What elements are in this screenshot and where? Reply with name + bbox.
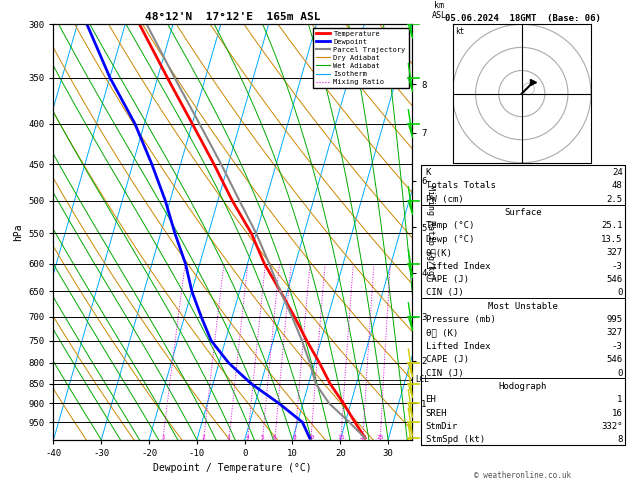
Text: 8: 8 <box>617 435 623 444</box>
Text: -3: -3 <box>612 342 623 351</box>
Text: 6: 6 <box>273 435 277 440</box>
Text: 546: 546 <box>606 355 623 364</box>
Legend: Temperature, Dewpoint, Parcel Trajectory, Dry Adiabat, Wet Adiabat, Isotherm, Mi: Temperature, Dewpoint, Parcel Trajectory… <box>313 28 408 88</box>
Text: EH: EH <box>425 395 437 404</box>
Text: © weatheronline.co.uk: © weatheronline.co.uk <box>474 471 572 480</box>
Text: 13.5: 13.5 <box>601 235 623 244</box>
Text: 25.1: 25.1 <box>601 222 623 230</box>
Text: 995: 995 <box>606 315 623 324</box>
Text: 10: 10 <box>307 435 314 440</box>
Y-axis label: Mixing Ratio (g/kg): Mixing Ratio (g/kg) <box>426 185 435 279</box>
Text: Pressure (mb): Pressure (mb) <box>425 315 496 324</box>
Y-axis label: hPa: hPa <box>13 223 23 241</box>
Text: 327: 327 <box>606 329 623 337</box>
Text: km
ASL: km ASL <box>431 1 447 20</box>
Text: 25: 25 <box>377 435 384 440</box>
Text: 327: 327 <box>606 248 623 257</box>
Text: 20: 20 <box>359 435 367 440</box>
Text: θᴇ(K): θᴇ(K) <box>425 248 452 257</box>
Text: 2.5: 2.5 <box>606 195 623 204</box>
Text: Hodograph: Hodograph <box>499 382 547 391</box>
Text: 2: 2 <box>202 435 206 440</box>
Text: 332°: 332° <box>601 422 623 431</box>
Text: Dewp (°C): Dewp (°C) <box>425 235 474 244</box>
Text: LCL: LCL <box>416 375 430 384</box>
Text: kt: kt <box>455 27 464 35</box>
Text: 16: 16 <box>612 409 623 417</box>
Text: K: K <box>425 168 431 177</box>
Text: Temp (°C): Temp (°C) <box>425 222 474 230</box>
Text: CAPE (J): CAPE (J) <box>425 275 469 284</box>
Text: 0: 0 <box>617 288 623 297</box>
Text: -3: -3 <box>612 261 623 271</box>
Text: 15: 15 <box>337 435 345 440</box>
Text: Lifted Index: Lifted Index <box>425 342 490 351</box>
Text: CIN (J): CIN (J) <box>425 288 463 297</box>
Text: Most Unstable: Most Unstable <box>488 302 558 311</box>
Text: 8: 8 <box>293 435 297 440</box>
Title: 48°12'N  17°12'E  165m ASL: 48°12'N 17°12'E 165m ASL <box>145 12 321 22</box>
Text: StmSpd (kt): StmSpd (kt) <box>425 435 484 444</box>
Text: Lifted Index: Lifted Index <box>425 261 490 271</box>
Text: PW (cm): PW (cm) <box>425 195 463 204</box>
Text: CAPE (J): CAPE (J) <box>425 355 469 364</box>
Text: 05.06.2024  18GMT  (Base: 06): 05.06.2024 18GMT (Base: 06) <box>445 14 601 23</box>
Text: 1: 1 <box>161 435 165 440</box>
Text: Totals Totals: Totals Totals <box>425 181 496 191</box>
Text: StmDir: StmDir <box>425 422 458 431</box>
Text: θᴇ (K): θᴇ (K) <box>425 329 458 337</box>
Text: CIN (J): CIN (J) <box>425 368 463 378</box>
X-axis label: Dewpoint / Temperature (°C): Dewpoint / Temperature (°C) <box>153 464 312 473</box>
Text: 1: 1 <box>617 395 623 404</box>
Text: 48: 48 <box>612 181 623 191</box>
Bar <box>421 164 625 445</box>
Text: 5: 5 <box>260 435 264 440</box>
Text: 0: 0 <box>617 368 623 378</box>
Text: Surface: Surface <box>504 208 542 217</box>
Text: 4: 4 <box>246 435 250 440</box>
Text: 24: 24 <box>612 168 623 177</box>
Text: 546: 546 <box>606 275 623 284</box>
Text: 3: 3 <box>227 435 231 440</box>
Text: SREH: SREH <box>425 409 447 417</box>
